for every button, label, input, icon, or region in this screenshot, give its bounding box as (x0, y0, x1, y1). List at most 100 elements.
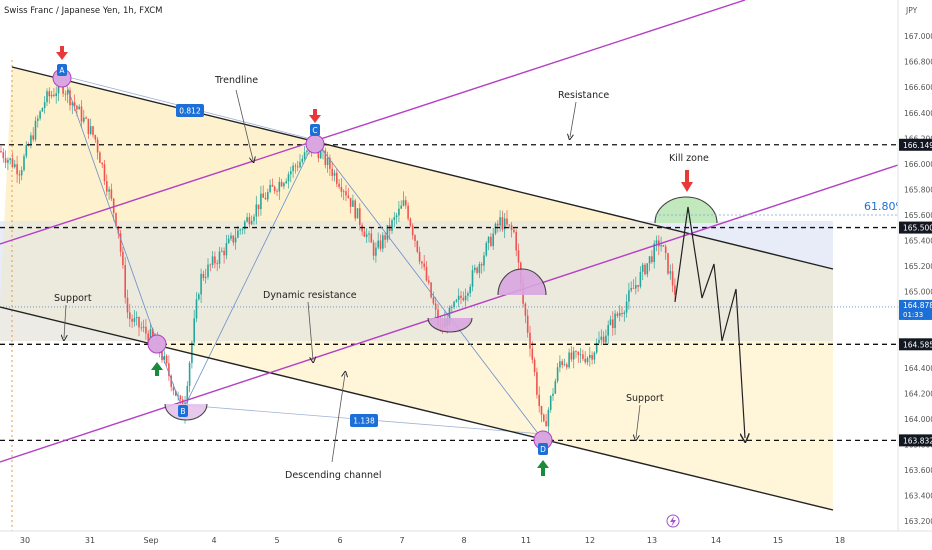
x-tick-label: Sep (143, 536, 158, 545)
candle-body (632, 288, 635, 289)
candle-body (386, 225, 389, 240)
candle-body (637, 285, 639, 287)
candle-body (20, 170, 23, 176)
candle-body (11, 158, 14, 168)
y-tick-label: 165.800 (904, 185, 932, 194)
candle-body (448, 307, 451, 325)
price-axis[interactable] (898, 0, 932, 550)
x-tick-label: 7 (399, 536, 404, 545)
candle-body (421, 261, 423, 264)
candle-body (269, 184, 271, 193)
candle-body (122, 251, 124, 266)
kill-zone-arc (654, 196, 718, 224)
candle-body (193, 318, 195, 343)
candle-body (276, 190, 278, 192)
candle-body (221, 250, 223, 252)
candle-body (529, 332, 531, 349)
candle-body (165, 355, 168, 364)
swing-circle-left (147, 334, 167, 354)
x-tick-label: 18 (835, 536, 845, 545)
candle-body (540, 406, 543, 415)
candle-body (78, 106, 80, 110)
candle-body (255, 204, 258, 217)
candle-body (595, 342, 598, 353)
candle-body (552, 393, 554, 396)
candle-body (455, 299, 458, 302)
x-tick-label: 6 (337, 536, 342, 545)
candle-body (418, 251, 421, 262)
ratio-label-2: 1.138 (350, 414, 378, 427)
y-tick-label: 163.200 (904, 517, 932, 526)
candle-body (80, 106, 83, 122)
candle-body (94, 135, 97, 140)
dynamic-resistance-pointer (307, 301, 313, 360)
candle-body (600, 336, 603, 340)
candle-body (103, 164, 106, 182)
candle-body (299, 161, 301, 168)
candle-body (7, 159, 9, 163)
x-tick-label: 5 (274, 536, 279, 545)
candle-body (96, 139, 99, 153)
x-tick-label: 31 (85, 536, 95, 545)
candle-body (172, 387, 175, 391)
candle-body (402, 200, 405, 206)
candle-body (241, 228, 244, 230)
candle-body (37, 118, 39, 121)
candle-body (674, 285, 676, 295)
candle-body (536, 372, 538, 395)
time-axis[interactable] (0, 531, 898, 550)
candle-body (89, 126, 92, 134)
candle-body (129, 312, 131, 320)
purple-upper-line (0, 0, 746, 245)
point-label-c: C (310, 124, 320, 136)
y-tick-label: 165.400 (904, 236, 932, 245)
candle-body (112, 198, 115, 214)
candle-body (290, 171, 292, 175)
candle-body (140, 327, 143, 329)
candle-body (460, 295, 462, 298)
candle-body (561, 361, 563, 366)
lightning-event-icon[interactable] (666, 514, 680, 528)
support-right-pointer (636, 404, 641, 438)
candle-body (294, 165, 297, 167)
candle-body (365, 234, 368, 237)
candle-body (271, 184, 274, 187)
candle-body (230, 235, 232, 239)
price-level-badge (899, 221, 932, 234)
candle-body (292, 165, 294, 172)
candle-body (513, 229, 515, 232)
green-arrow-d (537, 460, 549, 476)
candle-body (9, 158, 11, 160)
candle-body (451, 307, 453, 308)
point-label-b: B (178, 405, 188, 417)
candle-body (106, 181, 108, 192)
candle-body (577, 351, 580, 355)
candle-body (616, 313, 619, 316)
candle-body (434, 303, 437, 310)
candle-body (635, 285, 637, 289)
x-tick-label: 14 (711, 536, 721, 545)
current-price-badge: 164.878 01:33 (899, 299, 932, 320)
candle-body (218, 251, 221, 264)
candle-body (618, 312, 621, 316)
candle-body (340, 187, 343, 192)
candle-body (607, 324, 609, 336)
arc-mid (427, 317, 473, 333)
lower-channel-line (0, 306, 834, 511)
candle-body (168, 363, 170, 376)
candle-body (250, 220, 253, 225)
candle-body (338, 183, 340, 188)
candle-body (326, 157, 329, 165)
annotation-support-left: Support (54, 293, 92, 304)
candle-body (27, 145, 30, 146)
candle-body (119, 233, 122, 252)
descending-channel-pointer (331, 374, 345, 463)
candle-body (336, 172, 338, 184)
candle-body (191, 342, 193, 363)
candle-body (342, 191, 345, 193)
candle-body (671, 271, 674, 286)
candle-body (147, 333, 149, 342)
candle-body (485, 242, 488, 256)
y-tick-label: 163.400 (904, 491, 932, 500)
